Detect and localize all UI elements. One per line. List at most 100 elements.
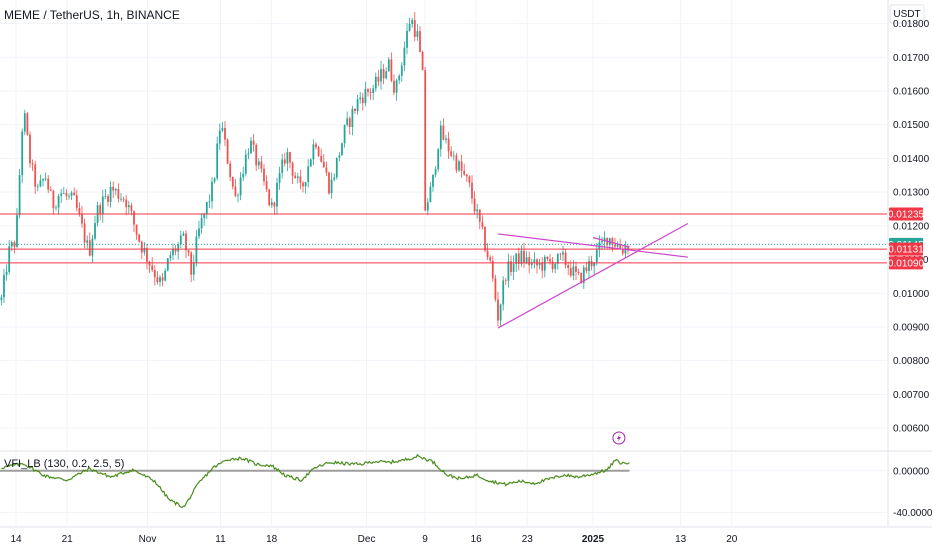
candle-body	[468, 176, 471, 183]
candle-body	[582, 267, 585, 283]
candle-body	[143, 247, 146, 253]
candle-body	[380, 69, 382, 82]
candle-body	[42, 178, 44, 181]
candle-body	[413, 20, 416, 37]
candle-body	[460, 161, 463, 171]
candle-body	[619, 244, 622, 250]
candle-body	[10, 242, 13, 247]
candle-body	[546, 256, 549, 260]
candle-body	[590, 261, 593, 267]
time-tick-label: 9	[422, 534, 428, 545]
candle-body	[538, 262, 541, 266]
candle-body	[257, 161, 260, 166]
candle-body	[268, 189, 271, 206]
price-tick-label: 0.01800	[893, 19, 930, 30]
candle-body	[112, 186, 115, 191]
candle-body	[55, 207, 57, 209]
candle-body	[164, 270, 167, 281]
candle-body	[133, 211, 135, 225]
candle-body	[169, 255, 172, 259]
candle-body	[242, 173, 245, 178]
price-tick-label: 0.01400	[893, 154, 930, 165]
candle-body	[504, 280, 507, 282]
candle-body	[382, 69, 385, 79]
candle-body	[408, 24, 411, 31]
candle-body	[361, 97, 364, 104]
candle-body	[208, 201, 211, 203]
candle-body	[237, 195, 239, 197]
candle-body	[569, 268, 572, 276]
time-tick-label: 2025	[582, 534, 605, 545]
symbol-title: MEME / TetherUS, 1h, BINANCE	[4, 8, 180, 22]
candle-body	[489, 257, 492, 261]
candle-body	[250, 140, 252, 154]
candle-body	[533, 259, 536, 263]
candle-body	[426, 202, 429, 211]
candle-body	[65, 192, 68, 196]
candle-body	[364, 89, 367, 104]
candle-body	[497, 299, 499, 321]
vfi-tick-label: -40.00000	[893, 508, 932, 519]
candle-body	[198, 228, 200, 237]
candle-body	[330, 179, 333, 194]
vfi-line	[1, 453, 630, 509]
candle-body	[265, 181, 268, 190]
candle-body	[16, 215, 18, 247]
candles	[0, 12, 629, 327]
candle-body	[385, 71, 388, 79]
candle-body	[205, 201, 208, 214]
candle-body	[520, 250, 523, 264]
candle-body	[299, 176, 302, 183]
level-1-tag-label: 0.01131	[888, 245, 924, 256]
level-1-tag	[889, 242, 923, 256]
candle-body	[304, 182, 307, 187]
candle-body	[177, 244, 180, 252]
level-0-tag	[889, 207, 923, 221]
candle-body	[442, 125, 445, 140]
price-tick-label: 0.00900	[893, 322, 930, 333]
time-tick-label: 18	[266, 534, 278, 545]
candle-body	[216, 143, 219, 179]
time-tick-label: 20	[726, 534, 738, 545]
candle-body	[603, 237, 606, 242]
candle-body	[185, 233, 187, 251]
candle-body	[499, 304, 502, 321]
candle-body	[182, 233, 185, 236]
candle-body	[107, 196, 109, 202]
candle-body	[478, 209, 481, 222]
time-tick-label: 11	[215, 534, 226, 545]
candle-body	[8, 246, 11, 272]
candle-body	[312, 144, 315, 160]
candle-body	[229, 163, 232, 178]
candle-body	[554, 263, 557, 270]
candle-body	[57, 195, 60, 208]
candle-body	[424, 70, 427, 211]
candle-body	[541, 262, 544, 271]
candle-body	[270, 202, 273, 206]
lightning-icon	[616, 434, 621, 442]
candle-body	[343, 125, 346, 144]
price-tick-label: 0.00700	[893, 390, 930, 401]
candle-body	[104, 196, 107, 197]
candle-body	[315, 144, 317, 148]
level-2-tag	[889, 256, 923, 270]
candle-body	[580, 273, 583, 283]
candle-body	[359, 97, 362, 100]
candle-body	[455, 155, 458, 171]
candle-body	[556, 253, 559, 264]
trendline	[497, 222, 689, 329]
currency-label: USDT	[893, 9, 920, 20]
candle-body	[400, 65, 403, 76]
candle-body	[322, 161, 325, 168]
candle-body	[471, 182, 473, 199]
candle-body	[44, 178, 47, 180]
candle-body	[109, 186, 112, 202]
candle-body	[611, 238, 614, 245]
candle-body	[530, 262, 533, 266]
candle-body	[621, 249, 624, 254]
candle-body	[585, 267, 588, 271]
vfi-tick-label: 0.00000	[893, 466, 930, 477]
candle-body	[452, 155, 455, 157]
candle-body	[507, 261, 510, 281]
